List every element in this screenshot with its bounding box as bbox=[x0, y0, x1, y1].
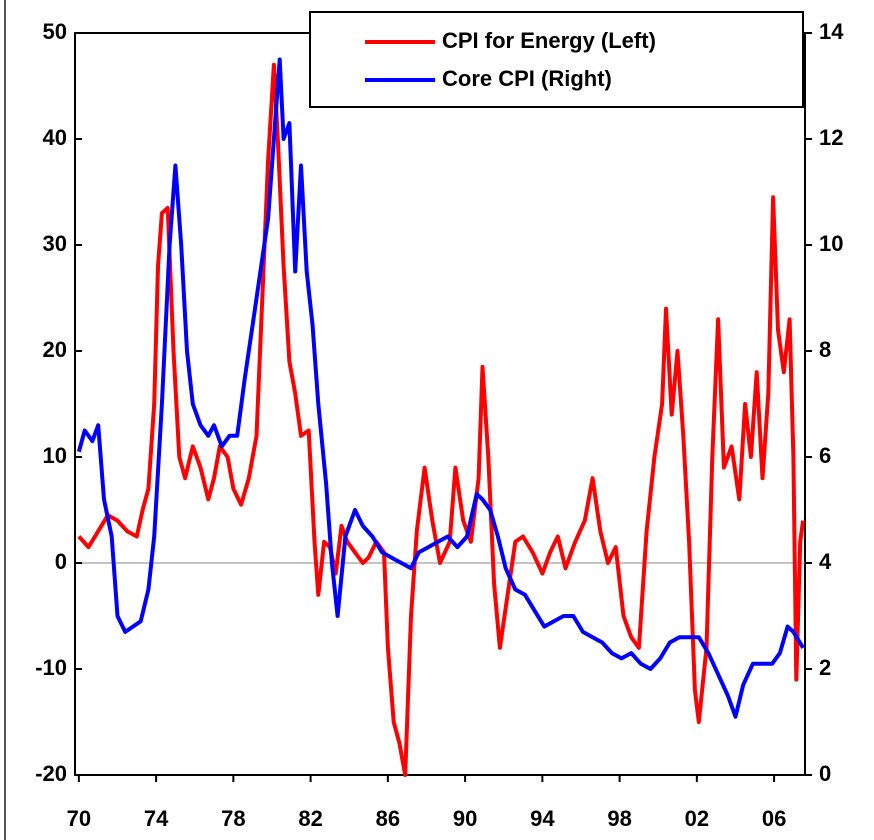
y2-tick-label: 14 bbox=[819, 19, 844, 44]
x-tick-label: 98 bbox=[607, 806, 631, 831]
legend-box bbox=[309, 11, 804, 108]
x-tick-label: 70 bbox=[67, 806, 91, 831]
y-tick-label: 10 bbox=[43, 443, 67, 468]
x-tick-label: 02 bbox=[685, 806, 709, 831]
x-tick-label: 86 bbox=[376, 806, 400, 831]
y-tick-label: 50 bbox=[43, 19, 67, 44]
y2-tick-label: 4 bbox=[819, 549, 832, 574]
legend-label: CPI for Energy (Left) bbox=[442, 28, 656, 53]
y-tick-label: -10 bbox=[35, 655, 67, 680]
x-tick-label: 94 bbox=[530, 806, 555, 831]
series-line bbox=[76, 57, 805, 719]
series-line bbox=[77, 62, 806, 777]
y2-tick-label: 8 bbox=[819, 337, 831, 362]
y2-tick-label: 12 bbox=[819, 125, 843, 150]
x-tick-label: 06 bbox=[762, 806, 786, 831]
legend-label: Core CPI (Right) bbox=[442, 66, 612, 91]
y2-tick-label: 0 bbox=[819, 761, 831, 786]
x-tick-label: 74 bbox=[144, 806, 169, 831]
y2-tick-label: 6 bbox=[819, 443, 831, 468]
x-tick-label: 90 bbox=[453, 806, 477, 831]
y-tick-label: 0 bbox=[55, 549, 67, 574]
y-tick-label: 20 bbox=[43, 337, 67, 362]
y-tick-label: 30 bbox=[43, 231, 67, 256]
y-tick-label: -20 bbox=[35, 761, 67, 786]
y-tick-label: 40 bbox=[43, 125, 67, 150]
x-tick-label: 82 bbox=[298, 806, 322, 831]
y2-tick-label: 10 bbox=[819, 231, 843, 256]
x-tick-label: 78 bbox=[221, 806, 245, 831]
y2-tick-label: 2 bbox=[819, 655, 831, 680]
